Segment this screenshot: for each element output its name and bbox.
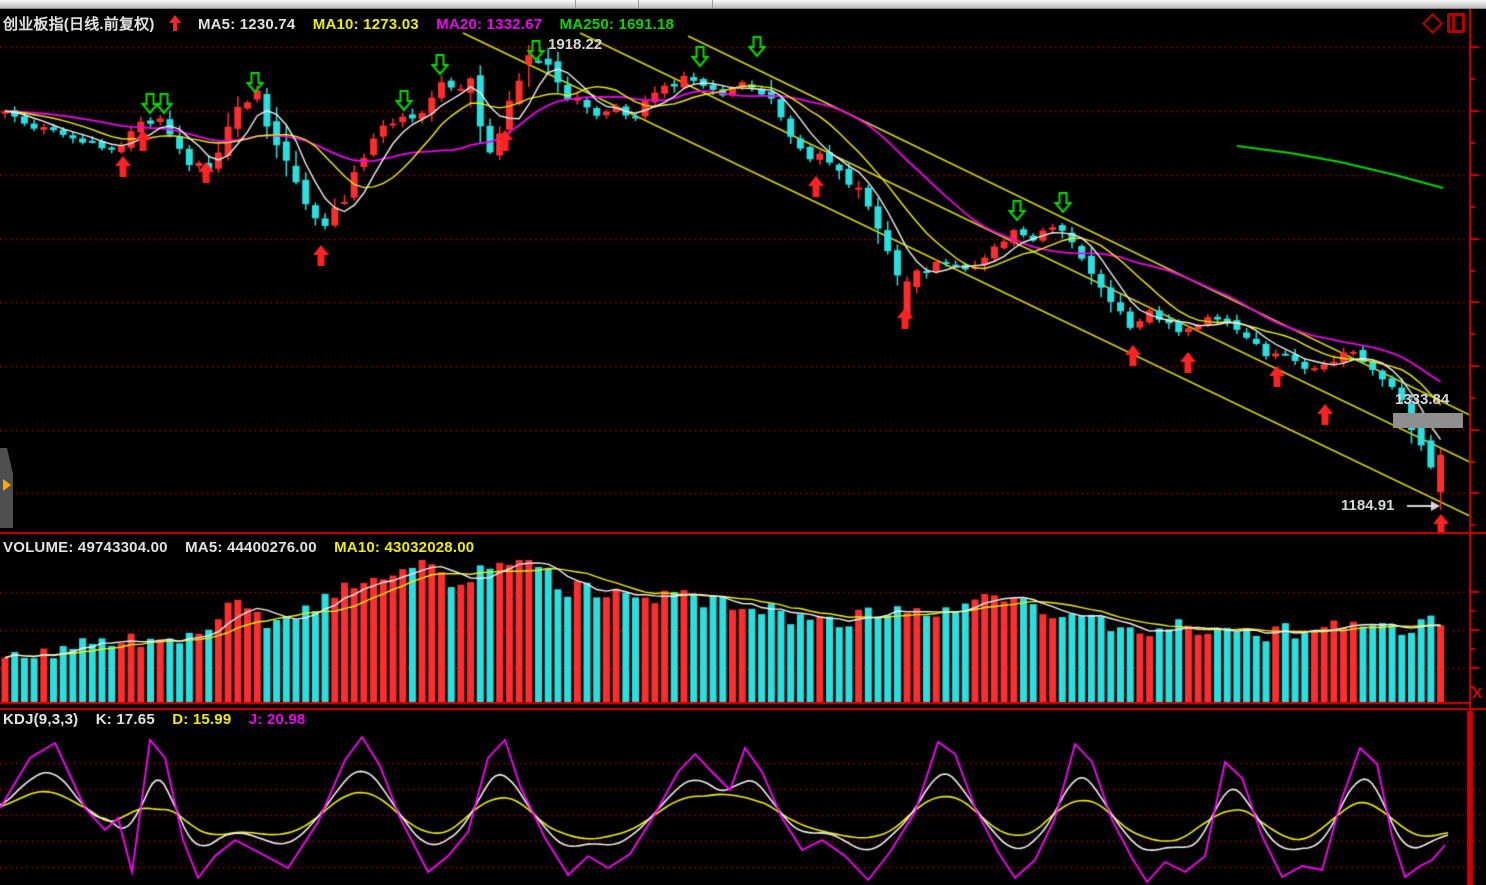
price-up-arrow-icon — [168, 15, 181, 31]
ma10-readout: MA10: 1273.03 — [312, 16, 419, 33]
top-toolbar-edge — [0, 0, 1486, 9]
kdj-j-readout: J: 20.98 — [248, 711, 306, 728]
toolbar-divider — [638, 0, 639, 8]
volume-readout: VOLUME: 49743304.00 — [3, 539, 168, 556]
volume-ma10-readout: MA10: 43032028.00 — [334, 539, 475, 556]
mid-price-label: 1333.84 — [1395, 391, 1450, 408]
split-window-icon[interactable] — [1447, 13, 1465, 33]
ma250-readout: MA250: 1691.18 — [559, 16, 675, 33]
indicator-close-button[interactable]: X — [1472, 685, 1483, 702]
instrument-title: 创业板指(日线.前复权) — [3, 16, 155, 33]
price-marker-bar — [1393, 413, 1463, 428]
high-price-label: 1918.22 — [548, 36, 603, 53]
kdj-d-readout: D: 15.99 — [172, 711, 232, 728]
kdj-k-readout: K: 17.65 — [95, 711, 155, 728]
kdj-title: KDJ(9,3,3) — [3, 711, 79, 728]
volume-ma5-readout: MA5: 44400276.00 — [185, 539, 317, 556]
low-price-label: 1184.91 — [1341, 497, 1395, 514]
expand-arrow-icon — [3, 479, 11, 491]
kdj-header: KDJ(9,3,3) K: 17.65 D: 15.99 J: 20.98 — [3, 711, 318, 728]
sidebar-expand-handle[interactable] — [0, 448, 13, 528]
toolbar-divider — [575, 0, 576, 8]
ma5-readout: MA5: 1230.74 — [197, 16, 296, 33]
toolbar-divider — [712, 0, 713, 8]
main-chart-header: 创业板指(日线.前复权) MA5: 1230.74 MA10: 1273.03 … — [3, 13, 687, 34]
volume-header: VOLUME: 49743304.00 MA5: 44400276.00 MA1… — [3, 539, 487, 556]
ma20-readout: MA20: 1332.67 — [436, 16, 543, 33]
